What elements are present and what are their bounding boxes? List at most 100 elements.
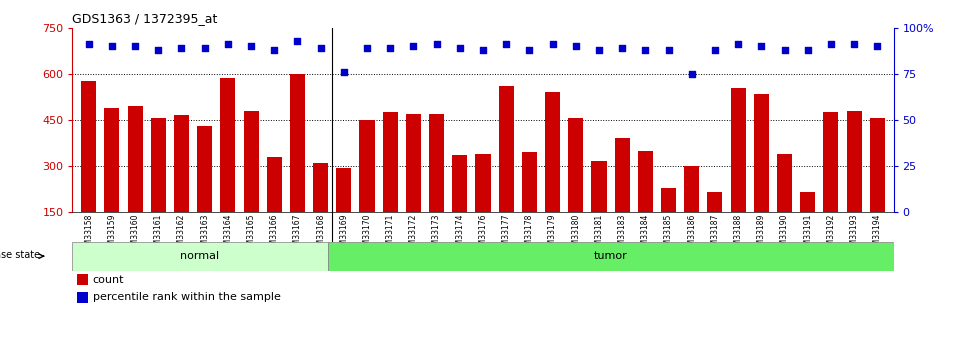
Point: [313, 45, 328, 51]
Text: GSM33183: GSM33183: [617, 214, 627, 255]
Text: normal: normal: [181, 251, 219, 261]
Point: [498, 41, 514, 47]
Bar: [290, 74, 305, 212]
Text: count: count: [93, 275, 125, 285]
Point: [406, 43, 421, 49]
Bar: [77, 274, 88, 285]
Bar: [128, 106, 143, 212]
Bar: [220, 78, 236, 212]
Point: [753, 43, 769, 49]
Bar: [568, 118, 583, 212]
Point: [336, 69, 352, 75]
Bar: [197, 126, 213, 212]
Bar: [753, 94, 769, 212]
Text: GSM33169: GSM33169: [339, 214, 349, 255]
Bar: [359, 120, 375, 212]
Point: [429, 41, 444, 47]
Bar: [777, 154, 792, 212]
Text: GSM33162: GSM33162: [177, 214, 186, 255]
Point: [661, 47, 676, 52]
Text: GSM33178: GSM33178: [525, 214, 534, 255]
Bar: [327, 241, 894, 271]
Bar: [846, 111, 862, 212]
Text: GSM33160: GSM33160: [130, 214, 139, 255]
Bar: [522, 152, 537, 212]
Bar: [475, 154, 491, 212]
Text: GSM33187: GSM33187: [710, 214, 720, 255]
Bar: [452, 155, 468, 212]
Text: GDS1363 / 1372395_at: GDS1363 / 1372395_at: [72, 12, 217, 25]
Text: GSM33188: GSM33188: [733, 214, 743, 255]
Text: GSM33164: GSM33164: [223, 214, 233, 255]
Bar: [591, 161, 607, 212]
Point: [452, 45, 468, 51]
Bar: [406, 114, 421, 212]
Text: GSM33163: GSM33163: [200, 214, 210, 255]
Point: [359, 45, 375, 51]
Point: [684, 71, 699, 77]
Point: [81, 41, 97, 47]
Point: [869, 43, 885, 49]
Point: [104, 43, 120, 49]
Point: [568, 43, 583, 49]
Text: GSM33158: GSM33158: [84, 214, 93, 255]
Text: GSM33194: GSM33194: [873, 214, 882, 255]
Text: GSM33161: GSM33161: [154, 214, 163, 255]
Point: [730, 41, 746, 47]
Text: GSM33171: GSM33171: [385, 214, 395, 255]
Point: [267, 47, 282, 52]
Text: GSM33167: GSM33167: [293, 214, 302, 255]
Text: GSM33184: GSM33184: [640, 214, 650, 255]
Bar: [104, 108, 120, 212]
Point: [243, 43, 259, 49]
Bar: [614, 138, 630, 212]
Point: [545, 41, 560, 47]
Point: [290, 38, 305, 43]
Text: GSM33190: GSM33190: [780, 214, 789, 255]
Point: [707, 47, 723, 52]
Bar: [174, 115, 189, 212]
Point: [823, 41, 838, 47]
Point: [151, 47, 166, 52]
Text: GSM33170: GSM33170: [362, 214, 372, 255]
Bar: [707, 192, 723, 212]
Point: [475, 47, 491, 52]
Point: [846, 41, 862, 47]
Point: [800, 47, 815, 52]
Bar: [800, 192, 815, 212]
Text: GSM33179: GSM33179: [548, 214, 557, 255]
Bar: [336, 168, 352, 212]
Bar: [81, 81, 97, 212]
Point: [777, 47, 792, 52]
Text: GSM33180: GSM33180: [571, 214, 581, 255]
Bar: [151, 118, 166, 212]
Bar: [730, 88, 746, 212]
Bar: [638, 151, 653, 212]
Text: GSM33176: GSM33176: [478, 214, 488, 255]
Bar: [823, 112, 838, 212]
Point: [128, 43, 143, 49]
Text: tumor: tumor: [594, 251, 628, 261]
Text: GSM33181: GSM33181: [594, 214, 604, 255]
Point: [638, 47, 653, 52]
Text: GSM33165: GSM33165: [246, 214, 256, 255]
Text: GSM33186: GSM33186: [687, 214, 696, 255]
Point: [174, 45, 189, 51]
Text: GSM33185: GSM33185: [664, 214, 673, 255]
Point: [591, 47, 607, 52]
Text: disease state: disease state: [0, 250, 40, 260]
Text: GSM33192: GSM33192: [827, 214, 836, 255]
Bar: [429, 114, 444, 212]
Bar: [267, 157, 282, 212]
Text: GSM33177: GSM33177: [501, 214, 511, 255]
Text: GSM33168: GSM33168: [316, 214, 326, 255]
Bar: [72, 241, 327, 271]
Point: [522, 47, 537, 52]
Bar: [77, 292, 88, 303]
Text: GSM33191: GSM33191: [803, 214, 812, 255]
Text: percentile rank within the sample: percentile rank within the sample: [93, 292, 280, 302]
Bar: [313, 163, 328, 212]
Text: GSM33172: GSM33172: [409, 214, 418, 255]
Bar: [661, 188, 676, 212]
Bar: [869, 118, 885, 212]
